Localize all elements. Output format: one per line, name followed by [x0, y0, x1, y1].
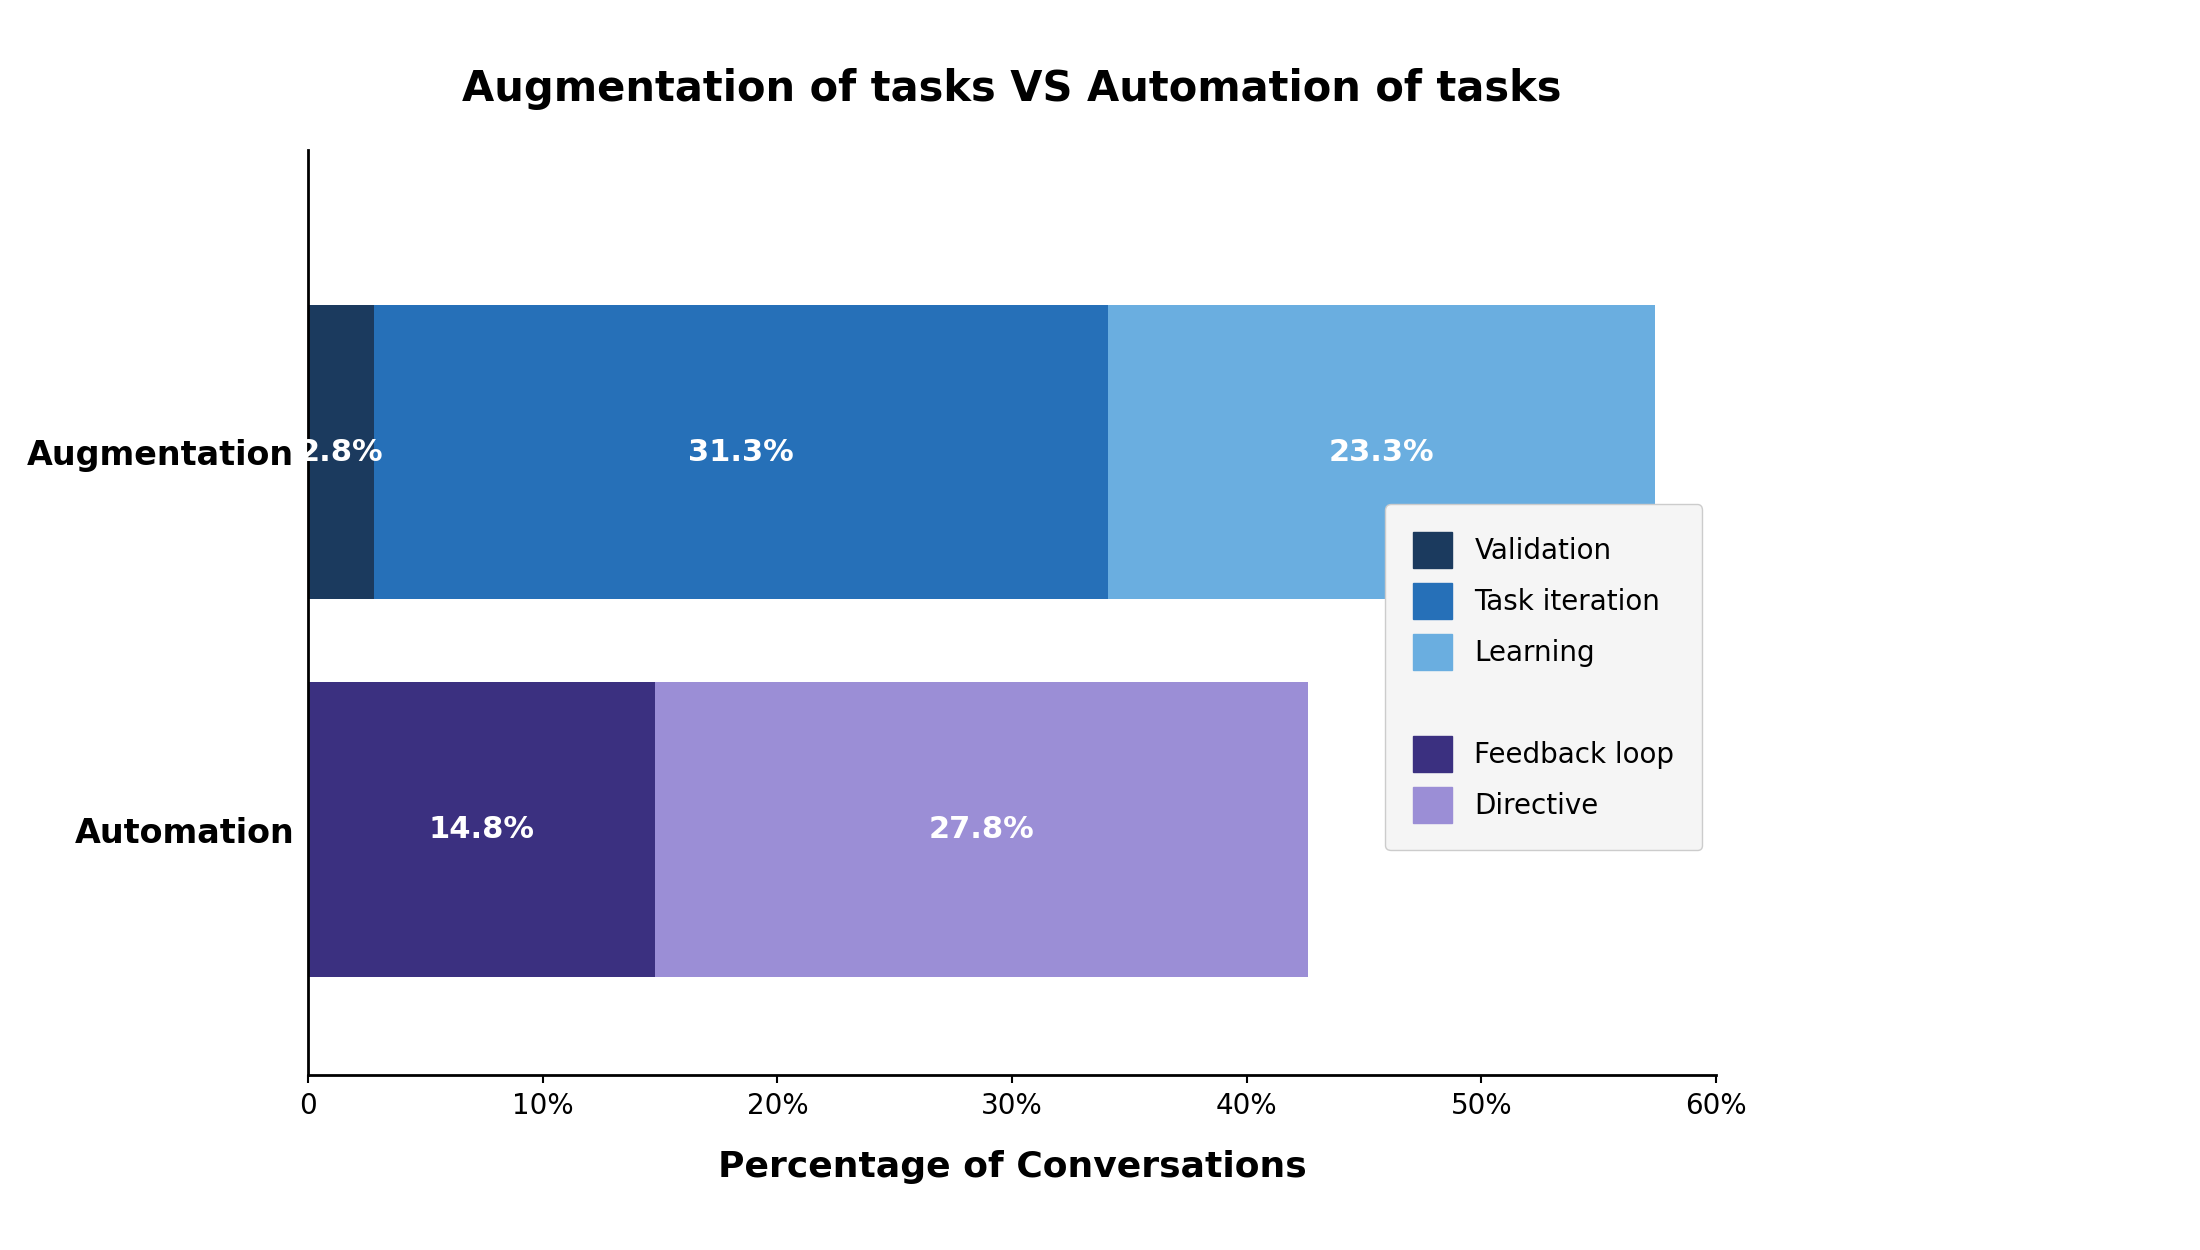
Bar	[656, 682, 1307, 976]
Text: 27.8%: 27.8%	[928, 815, 1034, 844]
Bar	[308, 305, 374, 599]
Text: 31.3%: 31.3%	[689, 438, 794, 466]
Bar	[308, 682, 656, 976]
Title: Augmentation of tasks VS Automation of tasks: Augmentation of tasks VS Automation of t…	[462, 69, 1562, 110]
Text: 23.3%: 23.3%	[1329, 438, 1434, 466]
Text: 14.8%: 14.8%	[429, 815, 535, 844]
Bar	[374, 305, 1109, 599]
Legend: Validation, Task iteration, Learning, , Feedback loop, Directive: Validation, Task iteration, Learning, , …	[1386, 504, 1703, 850]
X-axis label: Percentage of Conversations: Percentage of Conversations	[717, 1150, 1307, 1184]
Bar	[1109, 305, 1654, 599]
Text: 2.8%: 2.8%	[299, 438, 383, 466]
